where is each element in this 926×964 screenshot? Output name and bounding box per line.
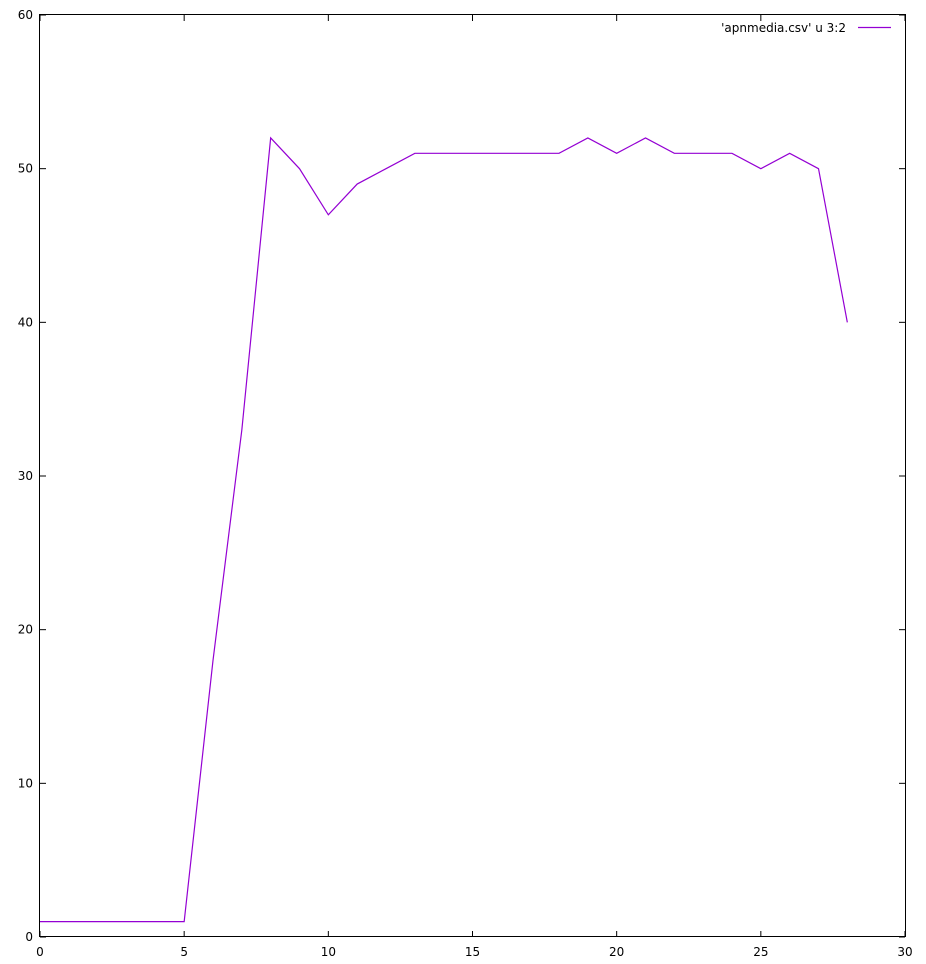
x-tick-label: 10 xyxy=(321,945,336,959)
series-line xyxy=(40,136,848,923)
legend-label: 'apnmedia.csv' u 3:2 xyxy=(721,21,846,35)
plot-frame xyxy=(39,14,906,937)
y-tick-label: 0 xyxy=(25,930,33,944)
x-tick-label: 20 xyxy=(609,945,624,959)
series-layer xyxy=(40,136,848,923)
y-tick-label: 30 xyxy=(18,469,33,483)
y-axis: 0 10 20 30 40 50 60 xyxy=(18,8,905,944)
y-tick-label: 50 xyxy=(18,162,33,176)
y-tick-label: 60 xyxy=(18,8,33,22)
y-tick-label: 20 xyxy=(18,623,33,637)
x-tick-label: 0 xyxy=(36,945,44,959)
x-axis: 0 5 10 15 20 25 30 xyxy=(36,15,913,959)
x-tick-label: 30 xyxy=(897,945,912,959)
y-tick-label: 10 xyxy=(18,776,33,790)
x-tick-label: 5 xyxy=(180,945,188,959)
x-tick-label: 15 xyxy=(465,945,480,959)
x-tick-label: 25 xyxy=(753,945,768,959)
y-tick-label: 40 xyxy=(18,315,33,329)
legend: 'apnmedia.csv' u 3:2 xyxy=(721,21,891,35)
